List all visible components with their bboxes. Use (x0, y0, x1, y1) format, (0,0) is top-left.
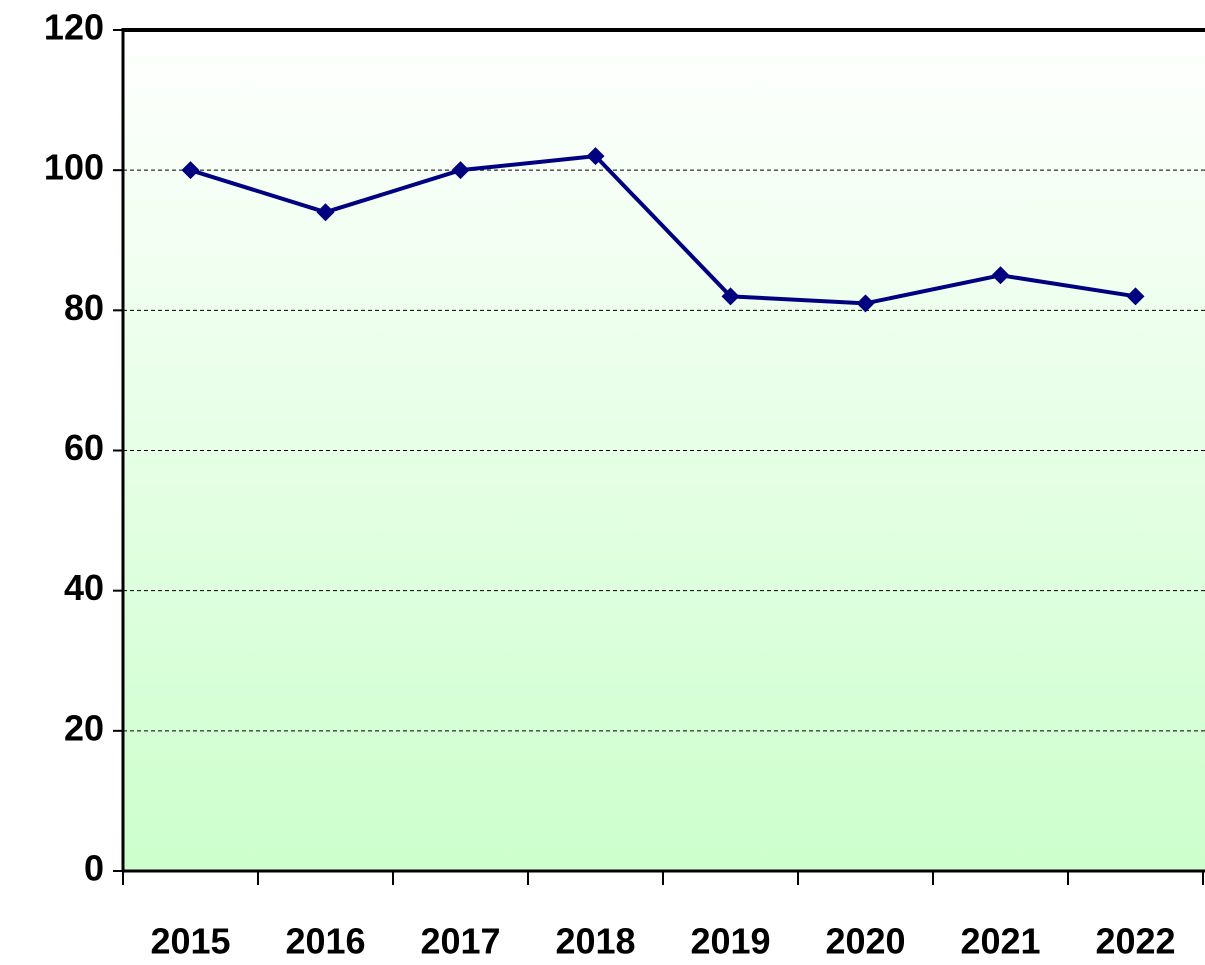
x-tick-label: 2020 (825, 921, 905, 962)
x-tick-label: 2019 (690, 921, 770, 962)
y-tick-label: 40 (64, 567, 104, 608)
data-point (991, 266, 1010, 285)
data-point (1126, 287, 1145, 306)
data-point (856, 294, 875, 313)
data-point (316, 203, 335, 222)
x-tick-label: 2022 (1095, 921, 1175, 962)
y-tick-label: 80 (64, 287, 104, 328)
y-tick-label: 60 (64, 427, 104, 468)
data-point (181, 161, 200, 180)
series-line (189, 154, 1136, 306)
data-point (586, 147, 605, 166)
y-tick-label: 100 (44, 147, 104, 188)
data-point (721, 287, 740, 306)
y-tick-label: 20 (64, 707, 104, 748)
x-tick-label: 2016 (285, 921, 365, 962)
data-point (451, 161, 470, 180)
x-tick-label: 2018 (555, 921, 635, 962)
y-tick-label: 120 (44, 7, 104, 48)
x-tick-label: 2017 (420, 921, 500, 962)
y-tick-label: 0 (84, 848, 104, 889)
x-tick-label: 2021 (960, 921, 1040, 962)
x-tick-label: 2015 (150, 921, 230, 962)
